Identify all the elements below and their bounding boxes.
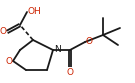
Text: O: O xyxy=(5,57,12,65)
Text: O: O xyxy=(86,38,93,46)
Text: N: N xyxy=(54,45,61,55)
Text: OH: OH xyxy=(28,7,42,16)
Text: O: O xyxy=(0,27,6,37)
Text: O: O xyxy=(67,68,73,77)
